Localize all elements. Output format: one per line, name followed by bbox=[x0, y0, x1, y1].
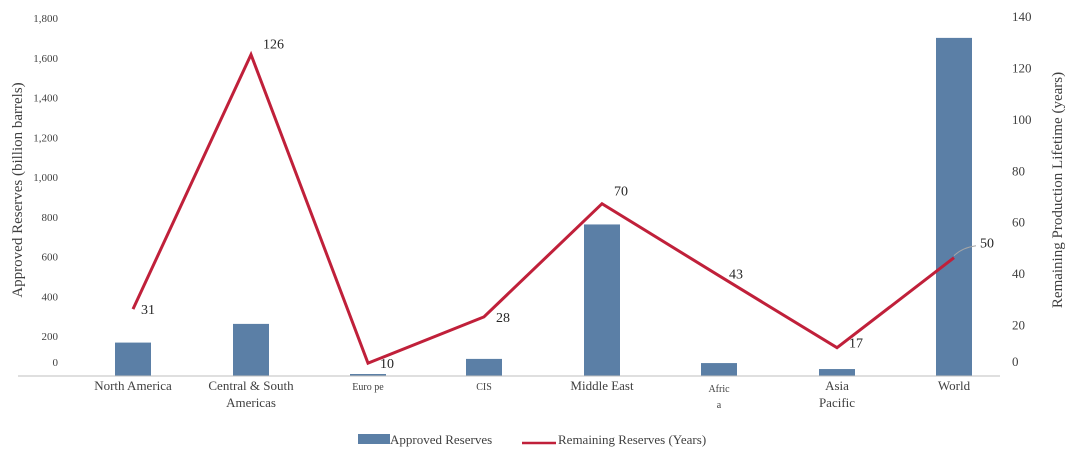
data-labels: 31 126 10 28 70 43 17 50 bbox=[141, 38, 994, 373]
bar-1 bbox=[233, 323, 269, 376]
bar-7 bbox=[936, 37, 972, 377]
right-tick-4: 80 bbox=[1012, 163, 1025, 178]
data-label-3: 28 bbox=[496, 311, 510, 326]
bar-5 bbox=[701, 363, 737, 376]
left-tick-9: 1,800 bbox=[33, 13, 58, 25]
left-tick-0: 0 bbox=[53, 357, 59, 369]
right-tick-2: 40 bbox=[1012, 266, 1025, 281]
category-labels: North America Central & South Americas Euro… bbox=[94, 378, 970, 411]
category-label-7: World bbox=[938, 378, 971, 393]
data-label-0: 31 bbox=[141, 303, 155, 318]
legend-label-line: Remaining Reserves (Years) bbox=[558, 432, 706, 447]
left-tick-5: 1,000 bbox=[33, 172, 58, 184]
line-series-remaining-reserves bbox=[131, 50, 955, 366]
bar-4 bbox=[584, 224, 620, 376]
data-label-4: 70 bbox=[614, 185, 628, 200]
bar-series-approved-reserves bbox=[115, 37, 972, 377]
data-label-7: 50 bbox=[980, 237, 994, 252]
data-label-2: 10 bbox=[380, 357, 394, 372]
legend: Approved Reserves Remaining Reserves (Ye… bbox=[358, 432, 706, 447]
category-label-0: North America bbox=[94, 378, 172, 393]
category-label-4: Middle East bbox=[570, 378, 634, 393]
data-label-6: 17 bbox=[849, 337, 863, 352]
right-tick-1: 20 bbox=[1012, 318, 1025, 333]
right-axis-ticks: 0 20 40 60 80 100 120 140 bbox=[1012, 9, 1032, 369]
left-axis-ticks: 0 200 400 600 800 1,000 1,200 1,400 1,600 1,800 bbox=[33, 13, 58, 369]
left-tick-7: 1,400 bbox=[33, 93, 58, 105]
right-axis-title: Remaining Production Lifetime (years) bbox=[1050, 72, 1066, 308]
legend-label-bar: Approved Reserves bbox=[390, 432, 492, 447]
data-label-1: 126 bbox=[263, 38, 284, 53]
bar-3 bbox=[466, 358, 502, 376]
category-label-5: Afric a bbox=[708, 384, 730, 411]
data-label-leader bbox=[953, 245, 977, 257]
right-tick-6: 120 bbox=[1012, 60, 1032, 75]
left-axis-title: Approved Reserves (billion barrels) bbox=[10, 82, 26, 297]
data-label-5: 43 bbox=[729, 268, 743, 283]
left-tick-2: 400 bbox=[42, 291, 59, 303]
left-tick-1: 200 bbox=[42, 331, 59, 343]
bar-2 bbox=[350, 374, 386, 376]
right-tick-0: 0 bbox=[1012, 354, 1019, 369]
category-label-1: Central & South Americas bbox=[208, 378, 294, 410]
category-label-6: Asia Pacific bbox=[819, 378, 855, 410]
category-label-2: Euro pe bbox=[352, 382, 384, 393]
category-label-3: CIS bbox=[476, 382, 492, 393]
left-tick-6: 1,200 bbox=[33, 132, 58, 144]
legend-swatch-bar bbox=[358, 434, 390, 444]
bar-6 bbox=[819, 369, 855, 376]
line-remaining-reserves bbox=[131, 50, 955, 366]
right-tick-7: 140 bbox=[1012, 9, 1032, 24]
left-tick-4: 800 bbox=[42, 212, 59, 224]
left-tick-8: 1,600 bbox=[33, 53, 58, 65]
right-tick-3: 60 bbox=[1012, 215, 1025, 230]
right-tick-5: 100 bbox=[1012, 112, 1032, 127]
bar-0 bbox=[115, 342, 151, 376]
left-tick-3: 600 bbox=[42, 252, 59, 264]
